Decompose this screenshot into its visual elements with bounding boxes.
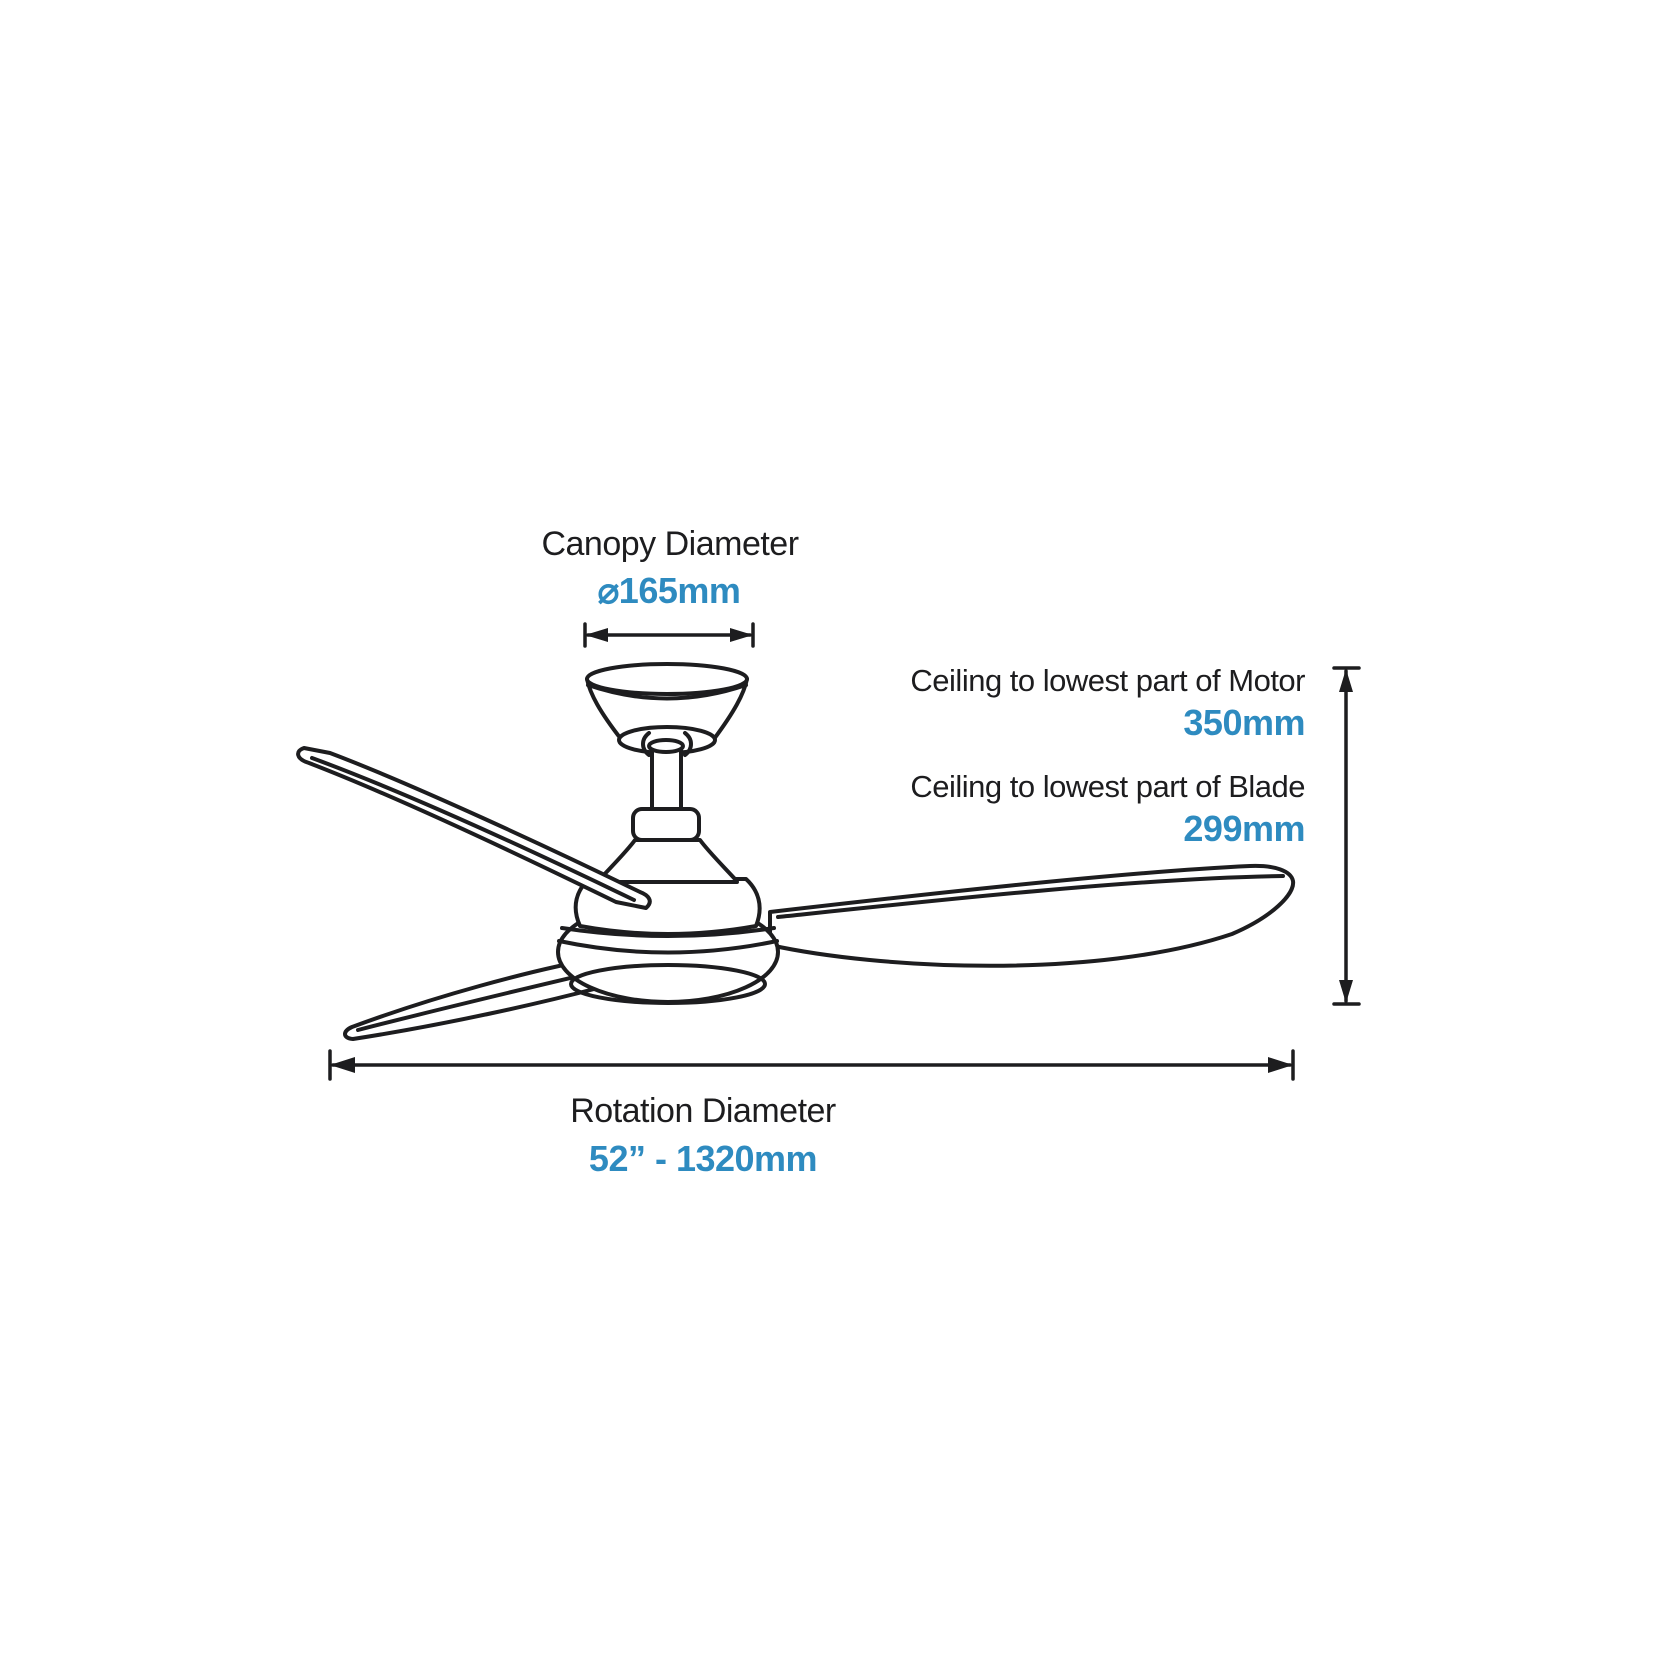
ceiling-to-blade-value: 299mm (1183, 808, 1305, 849)
canopy-diameter-label: Canopy Diameter (541, 525, 799, 563)
ceiling-to-motor-value: 350mm (1183, 702, 1305, 743)
canopy-diameter-value: ⌀165mm (597, 570, 741, 611)
fan-downrod (631, 738, 701, 842)
rotation-diameter-value: 52” - 1320mm (588, 1138, 818, 1179)
ceiling-to-motor-label: Ceiling to lowest part of Motor (910, 663, 1305, 698)
fan-blade-right (768, 863, 1296, 968)
rotation-dimension-arrow (328, 1049, 1295, 1081)
ceiling-to-blade-label: Ceiling to lowest part of Blade (910, 769, 1305, 804)
height-dimension-arrow (1332, 666, 1361, 1006)
ceiling-fan-drawing (296, 662, 1296, 1041)
canopy-dimension-arrow (583, 622, 755, 648)
fan-blade-upper-left (296, 746, 652, 910)
rotation-diameter-label: Rotation Diameter (570, 1092, 836, 1130)
